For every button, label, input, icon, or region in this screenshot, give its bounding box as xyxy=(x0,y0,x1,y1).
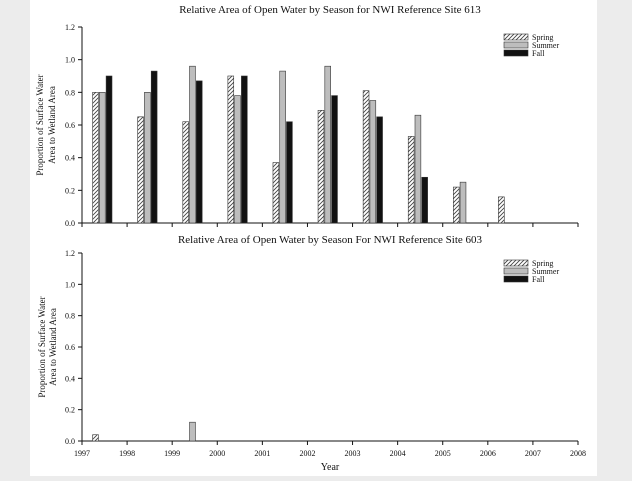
legend-swatch-summer xyxy=(503,41,529,49)
bar-spring xyxy=(453,186,460,224)
legend-label-spring: Spring xyxy=(532,259,553,268)
y-tick-label: 0.4 xyxy=(65,154,75,163)
bar-summer xyxy=(144,92,151,224)
bar-spring xyxy=(92,434,99,442)
bar-spring xyxy=(182,121,189,224)
y-tick-label: 0.2 xyxy=(65,406,75,415)
bar-spring xyxy=(92,92,99,224)
x-tick-label: 2003 xyxy=(345,449,361,458)
chart-2: Relative Area of Open Water by Season Fo… xyxy=(37,234,586,473)
y-tick-label: 0.4 xyxy=(65,374,75,383)
bar-fall xyxy=(196,80,203,224)
y-tick-label: 0.0 xyxy=(65,437,75,446)
y-tick-label: 1.0 xyxy=(65,280,75,289)
y-tick-label: 0.2 xyxy=(65,186,75,195)
x-tick-label: 2002 xyxy=(299,449,315,458)
bar-summer xyxy=(459,181,467,224)
y-axis-label: Area to Wetland Area xyxy=(47,86,57,164)
y-tick-label: 1.2 xyxy=(65,249,75,258)
bar-fall xyxy=(241,75,248,224)
bar-fall xyxy=(331,95,338,224)
y-tick-label: 0.8 xyxy=(65,312,75,321)
bar-summer xyxy=(189,65,196,224)
y-axis-label: Proportion of Surface Water xyxy=(35,74,45,175)
bar-spring xyxy=(137,116,144,224)
legend-label-summer: Summer xyxy=(532,267,559,276)
y-tick-label: 0.8 xyxy=(65,88,75,97)
y-axis-label: Area to Wetland Area xyxy=(48,308,58,386)
legend-swatch-spring xyxy=(503,259,529,267)
legend-swatch-fall xyxy=(503,49,529,57)
bar-fall xyxy=(286,121,293,224)
bar-fall xyxy=(376,116,383,224)
x-tick-label: 2006 xyxy=(480,449,496,458)
chart-1: Relative Area of Open Water by Season fo… xyxy=(35,4,579,228)
y-tick-label: 1.0 xyxy=(65,56,75,65)
bar-summer xyxy=(99,92,106,224)
bar-summer xyxy=(234,95,241,224)
x-axis-label: Year xyxy=(321,462,340,473)
y-tick-label: 0.6 xyxy=(65,343,75,352)
y-axis-label: Proportion of Surface Water xyxy=(37,296,47,397)
bar-summer xyxy=(369,100,377,224)
bar-spring xyxy=(362,90,370,224)
bar-spring xyxy=(227,75,235,224)
bar-summer xyxy=(324,65,331,224)
figure-background xyxy=(30,0,597,476)
bar-spring xyxy=(272,162,280,224)
y-tick-label: 1.2 xyxy=(65,23,75,32)
legend-label-fall: Fall xyxy=(532,275,545,284)
y-tick-label: 0.0 xyxy=(65,219,75,228)
bar-fall xyxy=(421,176,428,224)
bar-fall xyxy=(105,75,113,224)
bar-summer xyxy=(279,70,286,224)
x-tick-label: 2008 xyxy=(570,449,586,458)
chart-title: Relative Area of Open Water by Season fo… xyxy=(179,4,481,16)
bar-spring xyxy=(498,196,505,224)
x-tick-label: 1998 xyxy=(119,449,135,458)
x-tick-label: 1997 xyxy=(74,449,90,458)
legend-label-summer: Summer xyxy=(532,41,559,50)
x-tick-label: 2007 xyxy=(525,449,541,458)
legend-swatch-fall xyxy=(503,275,529,283)
legend-label-fall: Fall xyxy=(532,49,545,58)
x-tick-label: 2000 xyxy=(209,449,225,458)
x-tick-label: 2001 xyxy=(254,449,270,458)
x-tick-label: 2004 xyxy=(390,449,406,458)
legend-label-spring: Spring xyxy=(532,33,553,42)
plots: Relative Area of Open Water by Season fo… xyxy=(35,4,586,473)
bar-spring xyxy=(317,110,325,224)
bar-spring xyxy=(407,136,415,224)
bar-summer xyxy=(189,421,196,442)
y-tick-label: 0.6 xyxy=(65,121,75,130)
x-tick-label: 1999 xyxy=(164,449,180,458)
bar-fall xyxy=(150,70,158,224)
legend-swatch-spring xyxy=(503,33,529,41)
x-tick-label: 2005 xyxy=(435,449,451,458)
legend-swatch-summer xyxy=(503,267,529,275)
chart-title: Relative Area of Open Water by Season Fo… xyxy=(178,234,483,246)
bar-summer xyxy=(414,114,422,224)
